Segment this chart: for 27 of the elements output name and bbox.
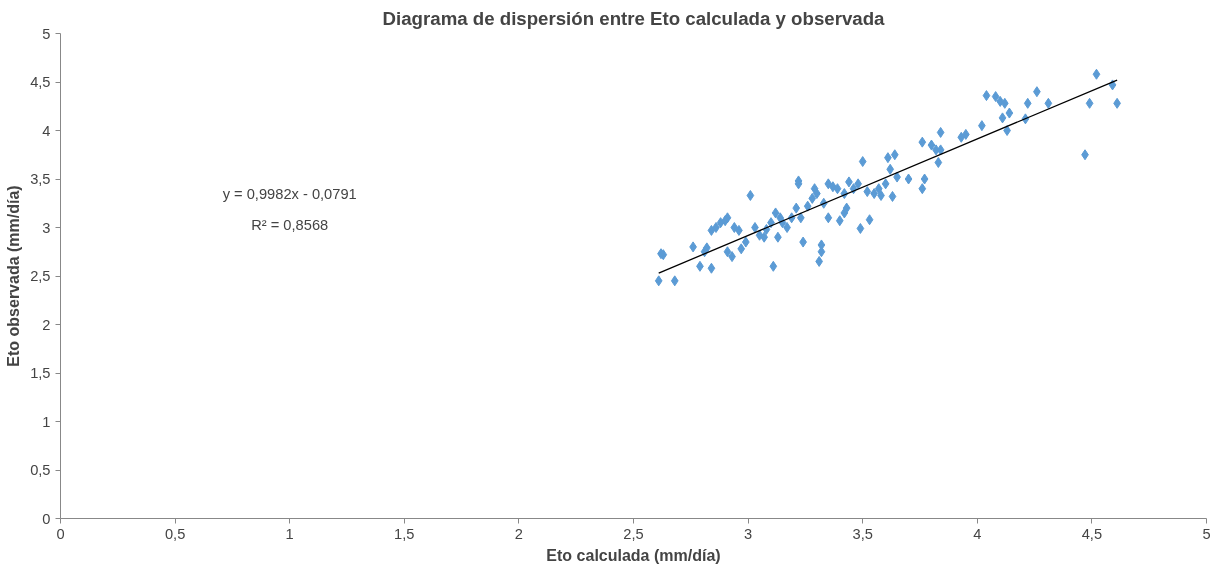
x-tick-label: 2 xyxy=(514,525,523,542)
y-tick-label: 4 xyxy=(42,122,51,139)
y-tick-label: 1 xyxy=(42,413,51,430)
y-tick-label: 5 xyxy=(42,25,51,42)
y-tick-label: 2 xyxy=(42,316,51,333)
y-tick-label: 3,5 xyxy=(30,171,51,187)
x-tick-label: 4,5 xyxy=(1081,525,1103,542)
y-tick-label: 1,5 xyxy=(30,365,51,381)
chart-title: Diagrama de dispersión entre Eto calculada y observada xyxy=(382,7,886,29)
x-tick-label: 1,5 xyxy=(394,525,415,542)
y-axis-title: Eto observada (mm/día) xyxy=(5,185,23,367)
y-tick-label: 0,5 xyxy=(30,462,51,478)
y-tick-label: 4,5 xyxy=(30,74,51,90)
x-tick-label: 0 xyxy=(56,525,65,542)
x-axis-title: Eto calculada (mm/día) xyxy=(546,546,721,564)
x-tick-label: 2,5 xyxy=(623,525,644,542)
x-tick-label: 4 xyxy=(973,525,982,542)
x-tick-label: 1 xyxy=(285,525,294,542)
y-tick-label: 3 xyxy=(42,219,51,236)
y-tick-label: 2,5 xyxy=(30,268,51,284)
annotation: R² = 0,8568 xyxy=(251,216,329,233)
x-tick-label: 3 xyxy=(744,525,753,542)
y-tick-label: 0 xyxy=(42,510,51,527)
x-tick-label: 5 xyxy=(1202,525,1211,542)
x-tick-label: 3,5 xyxy=(852,525,873,542)
x-tick-label: 0,5 xyxy=(164,525,186,542)
annotation: y = 0,9982x - 0,0791 xyxy=(222,185,357,202)
